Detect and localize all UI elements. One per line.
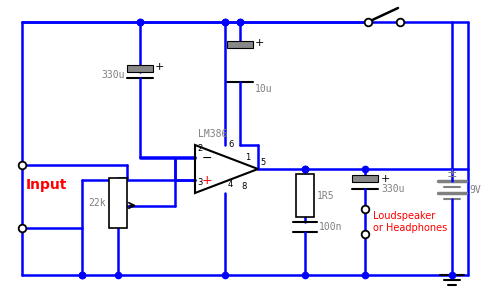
Text: +: +: [202, 173, 212, 187]
Bar: [127, 65, 153, 72]
Text: 100n: 100n: [319, 222, 342, 232]
Text: 22k: 22k: [88, 198, 106, 208]
Text: 10u: 10u: [255, 84, 272, 94]
Text: +: +: [255, 38, 264, 48]
Text: or Headphones: or Headphones: [373, 223, 448, 233]
Text: Input: Input: [26, 178, 68, 192]
Text: +: +: [155, 62, 164, 72]
Bar: [227, 41, 253, 48]
Text: 8: 8: [241, 182, 246, 191]
Text: 6: 6: [228, 140, 234, 149]
Text: 3: 3: [197, 178, 202, 187]
Text: 1: 1: [245, 153, 250, 162]
Text: 330u: 330u: [381, 184, 404, 194]
Text: 330u: 330u: [102, 70, 125, 80]
Bar: [352, 175, 378, 182]
Bar: [296, 174, 314, 217]
Text: LM386: LM386: [198, 129, 228, 139]
Text: ±: ±: [447, 167, 458, 180]
Text: −: −: [202, 152, 212, 164]
Text: 1R5: 1R5: [317, 191, 334, 201]
Text: 4: 4: [228, 180, 233, 189]
Text: Loudspeaker: Loudspeaker: [373, 211, 435, 221]
Text: 5: 5: [260, 158, 265, 167]
Text: +: +: [381, 174, 390, 184]
Bar: [109, 178, 127, 228]
Text: 2: 2: [197, 144, 202, 153]
Text: 9V: 9V: [469, 185, 481, 195]
